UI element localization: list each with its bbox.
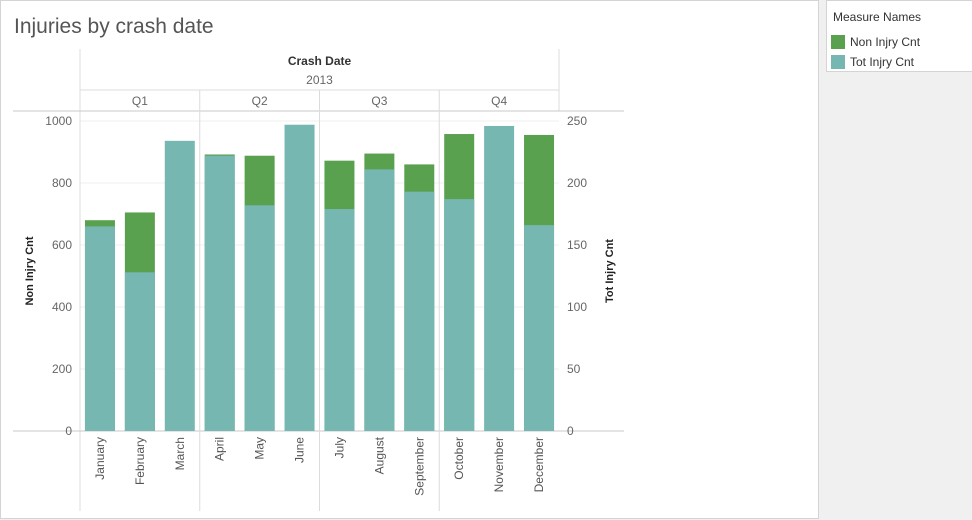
bar-tot-injry-cnt (524, 225, 555, 431)
month-label: April (213, 437, 227, 461)
bar-tot-injry-cnt (164, 140, 195, 431)
month-label: May (253, 437, 267, 460)
quarter-label: Q1 (132, 94, 148, 108)
right-axis-label: Tot Injry Cnt (604, 239, 616, 303)
legend-label-tot-injry: Tot Injry Cnt (850, 55, 915, 69)
bar-tot-injry-cnt (204, 155, 235, 431)
month-label: December (532, 437, 546, 492)
quarter-label: Q4 (491, 94, 507, 108)
right-tick-label: 250 (567, 114, 587, 128)
bar-tot-injry-cnt (484, 125, 515, 432)
left-axis-label: Non Injry Cnt (24, 236, 36, 305)
left-tick-label: 0 (65, 424, 72, 438)
left-tick-label: 600 (52, 238, 72, 252)
bar-tot-injry-cnt (284, 124, 315, 431)
month-label: November (492, 437, 506, 492)
month-label: January (93, 437, 107, 480)
bar-tot-injry-cnt (444, 199, 475, 431)
chart-panel: Injuries by crash date Crash Date 2013 Q1 Q… (0, 0, 819, 519)
left-tick-label: 800 (52, 176, 72, 190)
left-tick-label: 1000 (45, 114, 72, 128)
month-label: March (173, 437, 187, 470)
month-label: October (452, 437, 466, 480)
bar-tot-injry-cnt (84, 226, 115, 431)
quarter-label: Q2 (252, 94, 268, 108)
legend-swatch-non-injry (831, 35, 845, 49)
right-tick-label: 100 (567, 300, 587, 314)
right-tick-label: 200 (567, 176, 587, 190)
bar-tot-injry-cnt (244, 205, 275, 431)
legend-label-non-injry: Non Injry Cnt (850, 35, 921, 49)
bar-tot-injry-cnt (364, 169, 395, 432)
month-label: August (372, 436, 386, 474)
left-tick-label: 400 (52, 300, 72, 314)
bar-tot-injry-cnt (124, 272, 155, 431)
right-tick-label: 150 (567, 238, 587, 252)
month-label: September (412, 437, 426, 496)
left-tick-label: 200 (52, 362, 72, 376)
bar-tot-injry-cnt (324, 209, 355, 431)
bar-tot-injry-cnt (404, 191, 435, 431)
year-label: 2013 (306, 73, 333, 87)
header-title: Crash Date (288, 54, 352, 68)
chart-svg: Crash Date 2013 Q1 Q2 Q3 Q4 0 200 400 600 800 1000 0… (13, 49, 624, 511)
legend-item-tot-injry[interactable]: Tot Injry Cnt (831, 53, 969, 69)
right-tick-label: 0 (567, 424, 574, 438)
month-label: February (133, 437, 147, 485)
legend-panel: Measure Names Non Injry Cnt Tot Injry Cn… (826, 0, 972, 72)
legend-swatch-tot-injry (831, 55, 845, 69)
legend-title: Measure Names (833, 10, 922, 24)
right-tick-label: 50 (567, 362, 581, 376)
month-label: July (332, 437, 346, 458)
chart-title: Injuries by crash date (14, 15, 214, 38)
month-label: June (293, 437, 307, 463)
quarter-label: Q3 (371, 94, 387, 108)
legend-item-non-injry[interactable]: Non Injry Cnt (831, 33, 969, 49)
